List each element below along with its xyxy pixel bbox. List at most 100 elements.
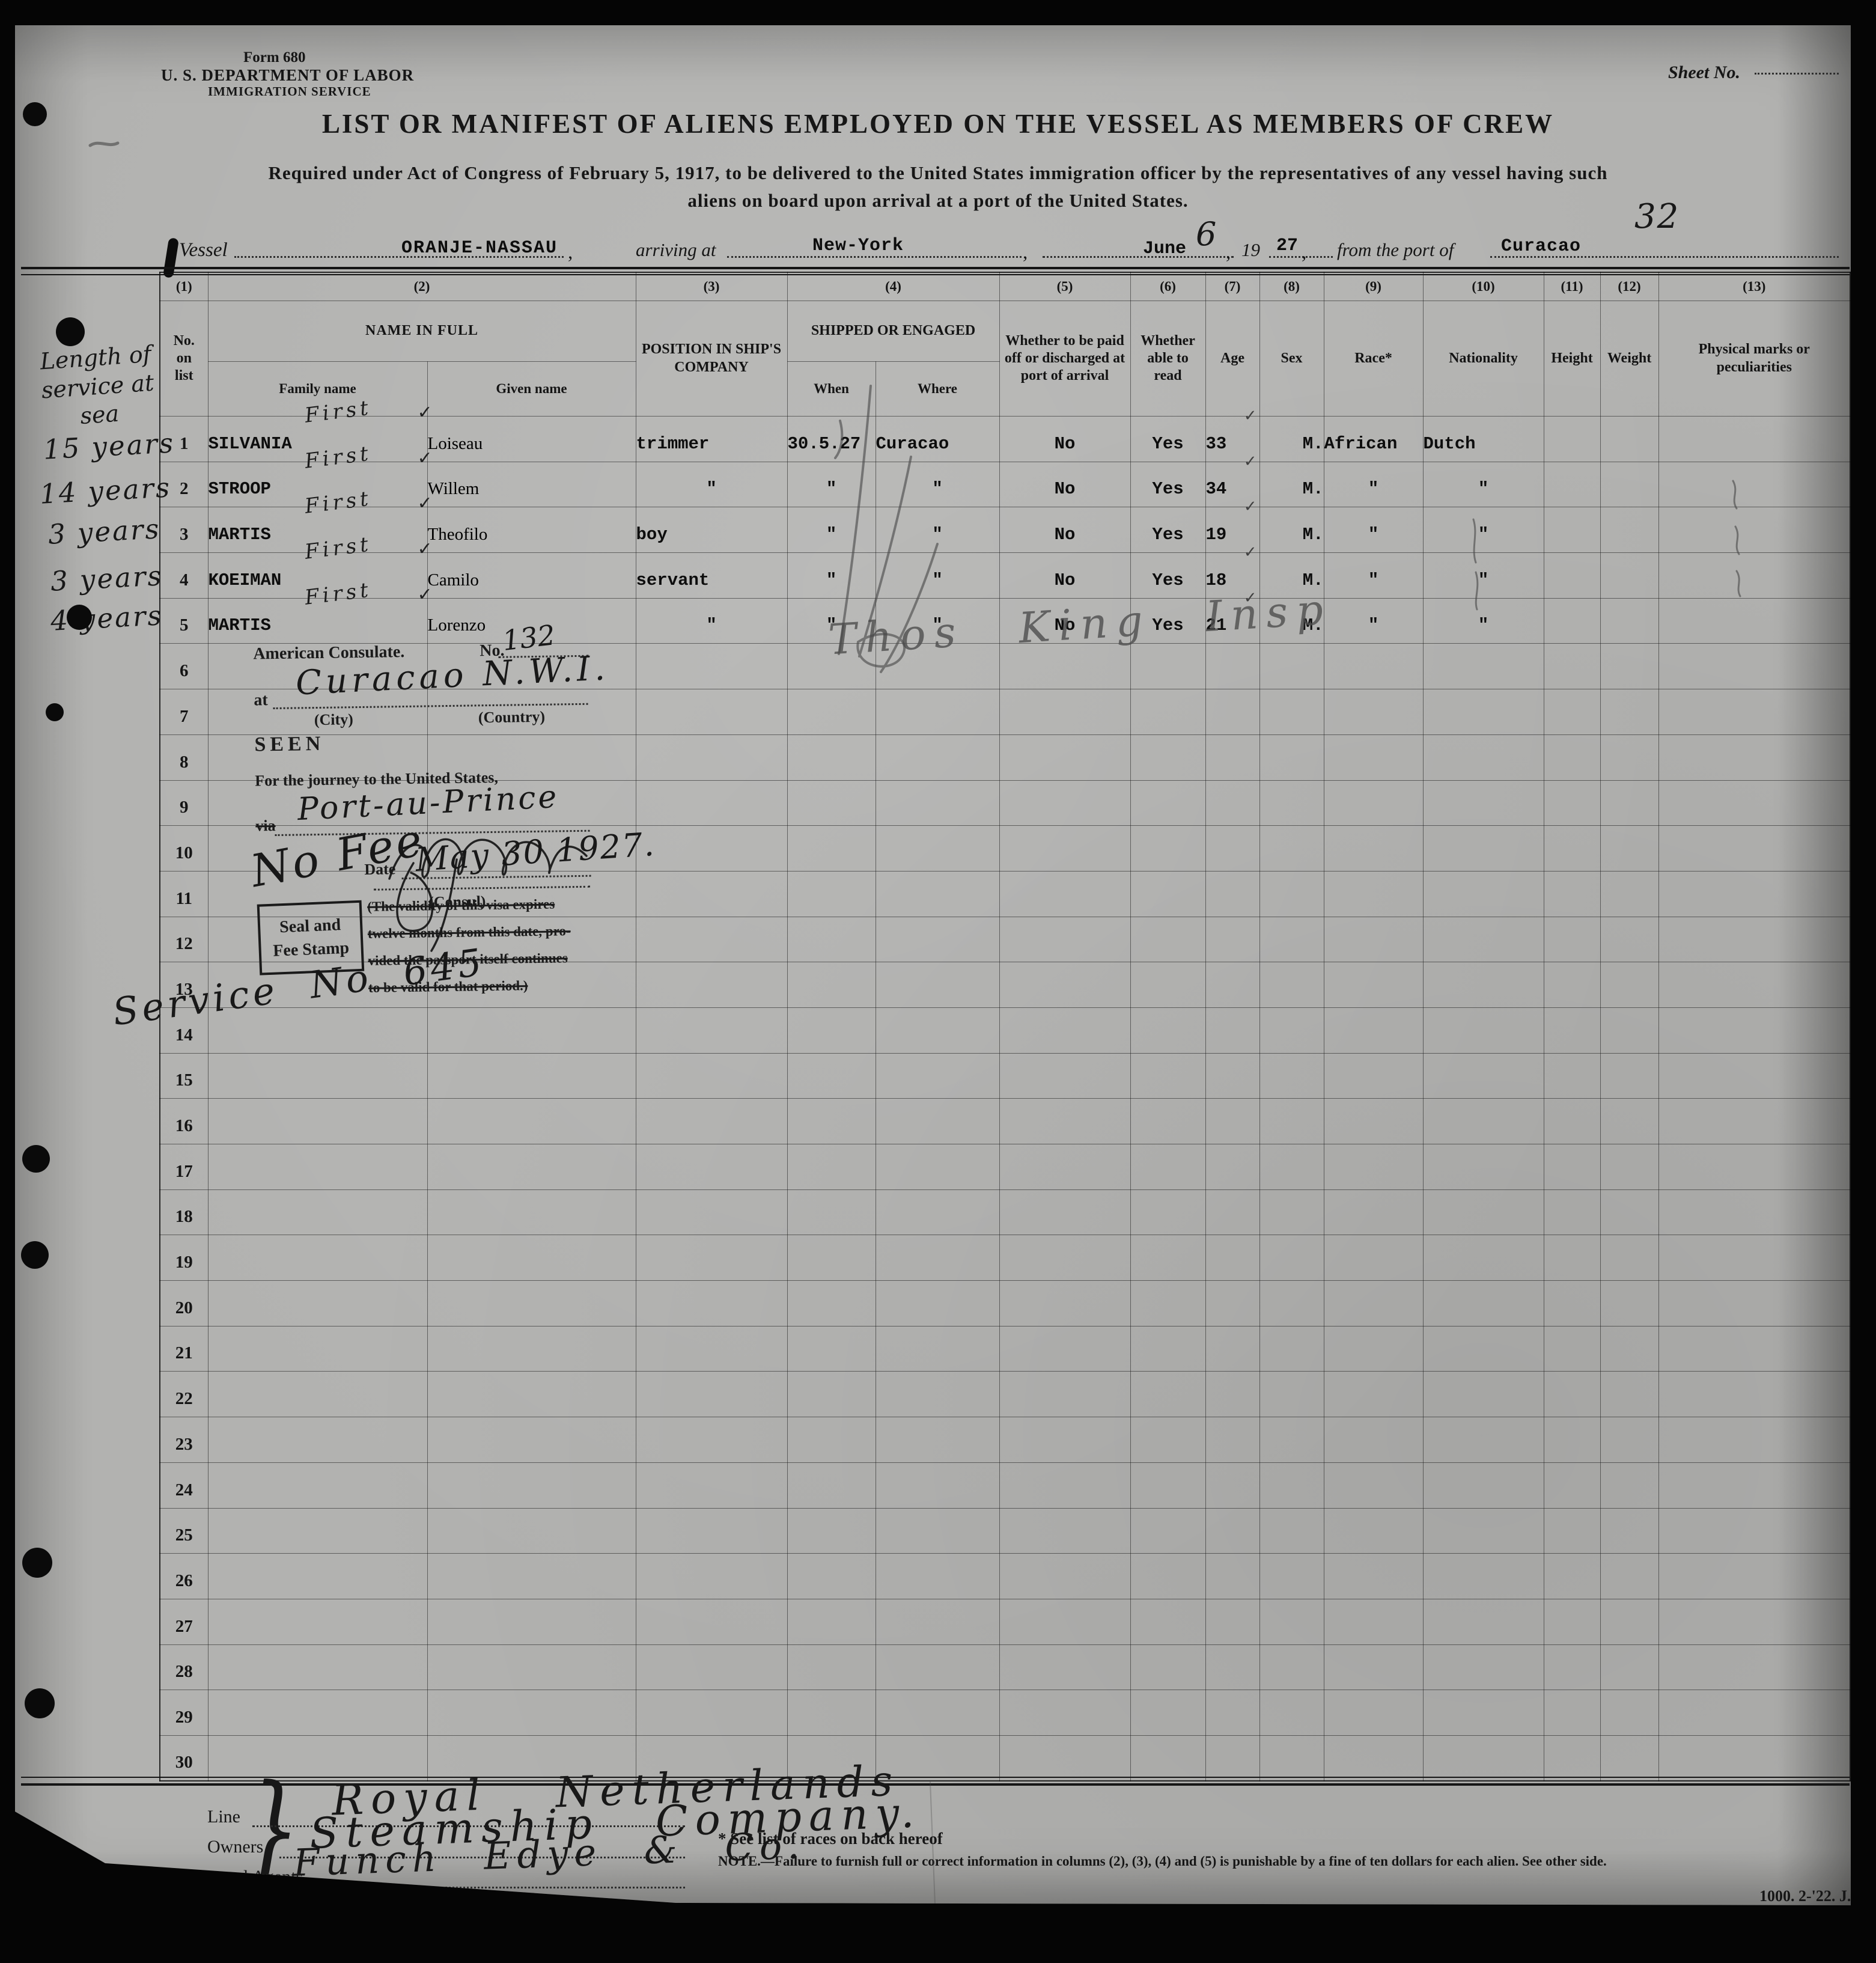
col-header-able-to-read: Whether able to read — [1130, 301, 1206, 417]
able-to-read-cell: Yes — [1130, 416, 1206, 462]
able-to-read-cell — [1130, 689, 1206, 735]
table-row: 17 — [159, 1144, 1851, 1190]
table-row: 2 First ✓ STROOP Willem " " " No Yes 34 … — [159, 441, 1851, 508]
race-cell — [1323, 1507, 1424, 1554]
given-name-cell — [427, 1098, 636, 1144]
paper-sheet: Form 680 U. S. DEPARTMENT OF LABOR IMMIG… — [15, 25, 1851, 1905]
height-cell — [1543, 1598, 1601, 1645]
from-port-blank-line — [1490, 255, 1839, 258]
col-number: (13) — [1658, 272, 1851, 301]
row-number: 12 — [159, 916, 209, 963]
table-row: 21 — [159, 1325, 1851, 1372]
shipped-where-cell — [875, 916, 1000, 963]
col-header-paid-off: Whether to be paid off or discharged at … — [999, 301, 1131, 417]
sex-cell: M. — [1259, 597, 1324, 644]
family-name-cell — [207, 780, 428, 826]
sex-cell — [1259, 1235, 1324, 1281]
nationality-cell — [1422, 780, 1544, 826]
age-cell: 21 ✓ — [1205, 589, 1260, 644]
given-name-cell — [427, 1189, 636, 1236]
family-name-cell — [207, 1371, 428, 1418]
race-cell — [1323, 1098, 1424, 1144]
able-to-read-cell: Yes — [1130, 507, 1206, 554]
shipped-where-cell — [875, 734, 1000, 781]
paid-off-cell: No — [999, 461, 1131, 508]
nationality-cell — [1422, 962, 1544, 1008]
race-cell — [1323, 1144, 1424, 1190]
physical-marks-cell — [1658, 1735, 1851, 1781]
row-number: 14 — [159, 1007, 209, 1054]
col-header-shipped-or-engaged: SHIPPED OR ENGAGED — [787, 301, 1000, 362]
nationality-cell: Dutch — [1422, 416, 1544, 462]
sheet-no-label: Sheet No. — [1668, 63, 1740, 82]
shipped-where-cell — [875, 1098, 1000, 1144]
given-name-cell: Willem — [427, 461, 636, 508]
row-number: 22 — [159, 1371, 209, 1418]
family-name-cell: First ✓ MARTIS — [207, 487, 433, 554]
race-cell — [1323, 780, 1424, 826]
service-years-entry: 15 years — [42, 427, 176, 466]
weight-cell — [1600, 962, 1659, 1008]
race-cell — [1323, 916, 1424, 963]
vessel-label: Vessel — [179, 239, 228, 261]
age-cell — [1205, 1462, 1260, 1509]
position-cell — [635, 1371, 788, 1418]
age-cell — [1205, 1052, 1260, 1099]
race-cell: African — [1323, 416, 1424, 462]
family-name-cell — [207, 1325, 428, 1372]
position-cell — [635, 1644, 788, 1691]
position-cell — [635, 1189, 788, 1236]
age-cell — [1205, 734, 1260, 781]
shipped-where-cell — [875, 1371, 1000, 1418]
age-cell — [1205, 689, 1260, 735]
table-row: 4 First ✓ KOEIMAN Camilo servant " " No … — [159, 532, 1851, 599]
given-name-cell: Theofilo — [427, 507, 636, 554]
able-to-read-cell — [1130, 1325, 1206, 1372]
table-row: 12 — [159, 916, 1851, 963]
shipped-when-cell — [787, 916, 876, 963]
given-name-cell: Lorenzo — [427, 597, 636, 644]
requirement-line-1: Required under Act of Congress of Februa… — [268, 162, 1608, 183]
age-cell — [1205, 870, 1260, 917]
age-cell — [1205, 1735, 1260, 1781]
family-name-cell: First ✓ SILVANIA — [207, 395, 433, 462]
weight-cell — [1600, 1598, 1659, 1645]
able-to-read-cell — [1130, 643, 1206, 690]
races-footnote: * See list of races on back hereof — [718, 1830, 943, 1848]
sex-cell — [1259, 643, 1324, 690]
shipped-where-cell — [875, 1417, 1000, 1463]
able-to-read-cell — [1130, 1052, 1206, 1099]
separator-comma: , — [1226, 242, 1231, 263]
physical-marks-cell — [1658, 870, 1851, 917]
paid-off-cell — [999, 962, 1131, 1008]
paid-off-cell: No — [999, 416, 1131, 462]
sex-cell — [1259, 1098, 1324, 1144]
sex-cell — [1259, 689, 1324, 735]
able-to-read-cell — [1130, 1371, 1206, 1418]
race-cell — [1323, 1690, 1424, 1736]
row-number: 29 — [159, 1690, 209, 1736]
able-to-read-cell — [1130, 734, 1206, 781]
weight-cell — [1600, 643, 1659, 690]
able-to-read-cell — [1130, 1144, 1206, 1190]
paid-off-cell — [999, 825, 1131, 872]
paid-off-cell — [999, 1690, 1131, 1736]
arrival-port-value: New-York — [812, 236, 904, 256]
weight-cell — [1600, 1371, 1659, 1418]
physical-marks-cell — [1658, 1417, 1851, 1463]
col-number: (12) — [1600, 272, 1659, 301]
row-number: 5 — [159, 597, 209, 644]
weight-cell — [1600, 1144, 1659, 1190]
age-cell — [1205, 1507, 1260, 1554]
table-row: 1 First ✓ SILVANIA Loiseau trimmer 30.5.… — [159, 395, 1851, 462]
paid-off-cell — [999, 1644, 1131, 1691]
weight-cell — [1600, 1325, 1659, 1372]
race-cell — [1323, 1553, 1424, 1599]
shipped-when-cell — [787, 780, 876, 826]
row-number: 6 — [159, 643, 209, 690]
paid-off-cell — [999, 1507, 1131, 1554]
physical-marks-cell — [1658, 461, 1851, 508]
nationality-cell — [1422, 1235, 1544, 1281]
weight-cell — [1600, 1235, 1659, 1281]
